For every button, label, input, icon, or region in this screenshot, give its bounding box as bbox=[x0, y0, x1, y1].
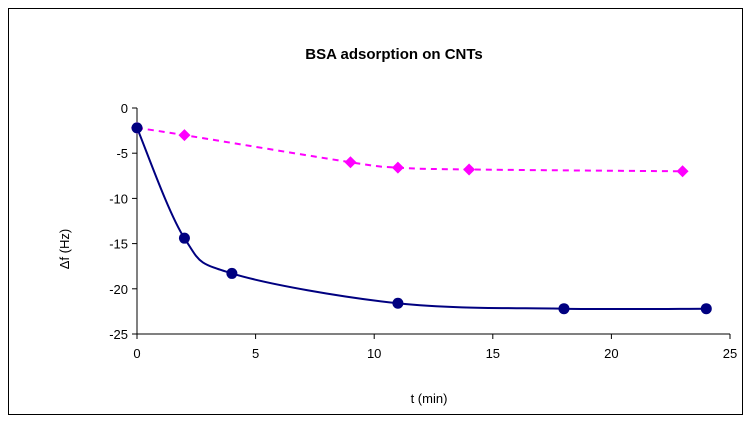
x-tick-label: 15 bbox=[486, 346, 500, 361]
series-1-point bbox=[391, 161, 404, 174]
series-1-point bbox=[178, 129, 191, 142]
x-tick-label: 0 bbox=[133, 346, 140, 361]
chart: BSA adsorption on CNTs 0 -5 -10 -15 -20 -25 0 5… bbox=[57, 46, 737, 406]
chart-frame: BSA adsorption on CNTs 0 -5 -10 -15 -20 -25 0 5… bbox=[8, 8, 743, 415]
series-2-point bbox=[392, 297, 404, 309]
x-tick-label: 25 bbox=[723, 346, 737, 361]
series-2-point bbox=[558, 303, 570, 315]
series-2-line bbox=[136, 127, 707, 311]
series-1-point bbox=[676, 165, 689, 178]
x-tick-label: 5 bbox=[252, 346, 259, 361]
y-tick-label: -25 bbox=[109, 327, 128, 342]
series-1-point bbox=[463, 163, 476, 176]
series-layer bbox=[131, 121, 712, 315]
y-tick-label: -5 bbox=[116, 146, 128, 161]
series-2-point bbox=[226, 267, 238, 279]
chart-title: BSA adsorption on CNTs bbox=[305, 46, 483, 63]
y-tick-label: -10 bbox=[109, 191, 128, 206]
series-1-line bbox=[136, 126, 683, 173]
x-tick-label: 10 bbox=[367, 346, 381, 361]
y-tick-label: -20 bbox=[109, 282, 128, 297]
series-2-point bbox=[131, 122, 143, 134]
series-2-point bbox=[700, 303, 712, 315]
y-tick-label: -15 bbox=[109, 237, 128, 252]
series-2-point bbox=[178, 232, 190, 244]
y-tick-label: 0 bbox=[121, 101, 128, 116]
x-axis-title: t (min) bbox=[411, 391, 448, 406]
x-tick-label: 20 bbox=[604, 346, 618, 361]
y-axis-title: Δf (Hz) bbox=[57, 229, 72, 269]
series-1-point bbox=[344, 156, 357, 169]
axes: 0 -5 -10 -15 -20 -25 0 5 10 15 20 25 bbox=[109, 101, 737, 361]
